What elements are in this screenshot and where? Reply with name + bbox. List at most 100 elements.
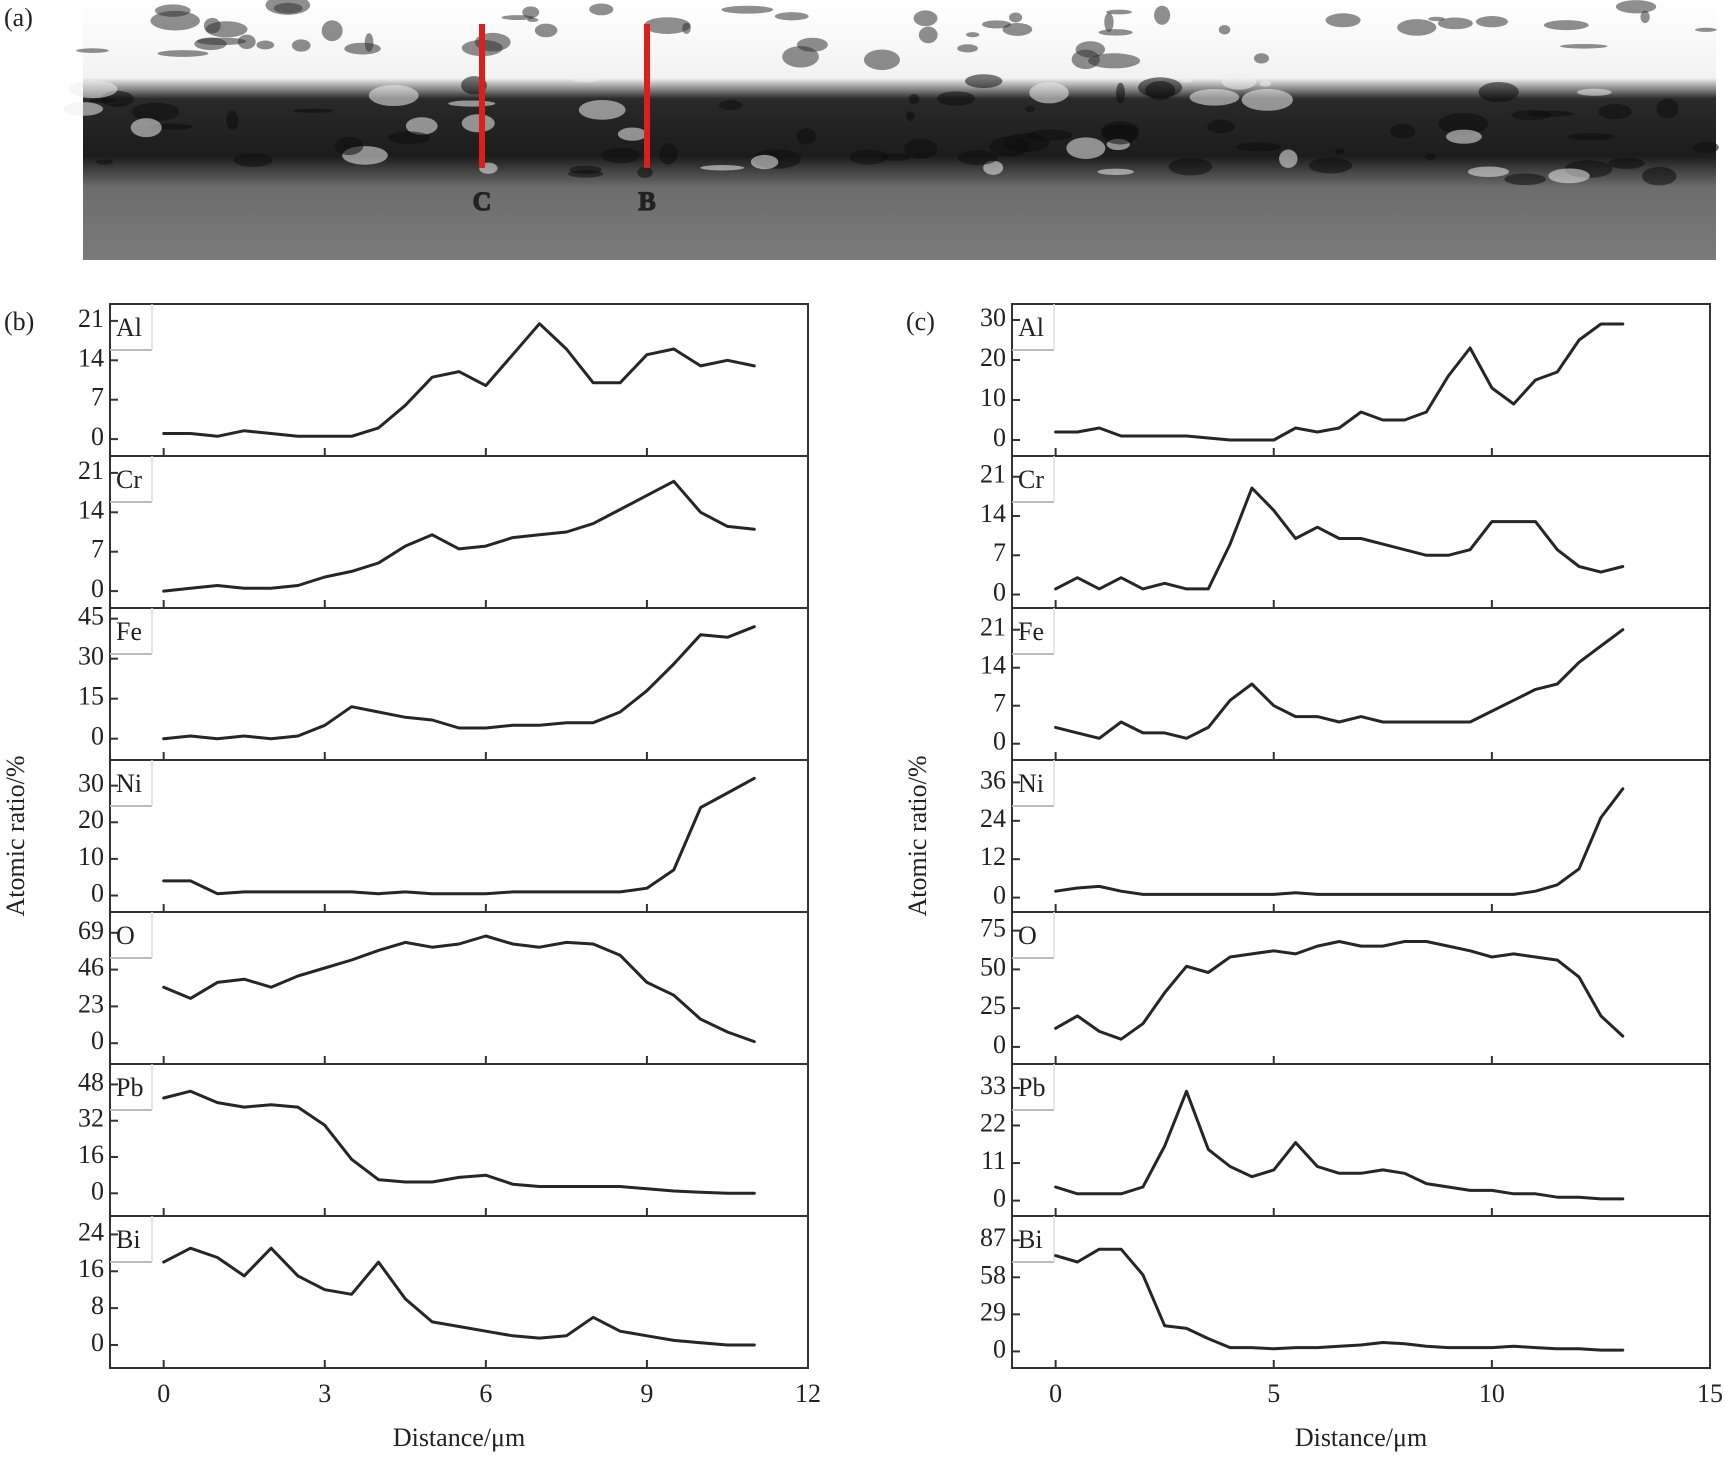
texture bbox=[233, 153, 273, 167]
x-tick-label: 10 bbox=[1479, 1379, 1505, 1408]
texture bbox=[578, 100, 626, 120]
profile-line bbox=[1054, 1089, 1625, 1201]
texture bbox=[1236, 142, 1282, 152]
y-tick-label: 22 bbox=[980, 1108, 1006, 1137]
texture bbox=[1088, 53, 1141, 69]
y-tick-label: 0 bbox=[91, 574, 104, 603]
y-tick-label: 14 bbox=[78, 495, 104, 524]
texture bbox=[1259, 80, 1272, 87]
y-tick-label: 20 bbox=[78, 805, 104, 834]
texture bbox=[1154, 5, 1171, 25]
texture bbox=[1066, 137, 1106, 160]
y-tick-label: 29 bbox=[980, 1297, 1006, 1326]
y-tick-label: 0 bbox=[91, 878, 104, 907]
texture bbox=[1029, 82, 1069, 104]
texture bbox=[659, 143, 678, 165]
element-label: Al bbox=[1018, 313, 1044, 342]
element-label: O bbox=[116, 921, 135, 950]
texture bbox=[1145, 81, 1176, 100]
texture bbox=[321, 20, 343, 42]
element-label: Ni bbox=[1018, 769, 1044, 798]
y-tick-label: 30 bbox=[78, 642, 104, 671]
subplot-frame bbox=[1011, 607, 1711, 761]
texture bbox=[1097, 168, 1134, 176]
element-label: Pb bbox=[1018, 1073, 1045, 1102]
y-tick-label: 50 bbox=[980, 952, 1006, 981]
texture bbox=[1253, 53, 1270, 64]
element-label: Cr bbox=[116, 465, 142, 494]
profile-line bbox=[162, 479, 756, 593]
panel-label: (c) bbox=[906, 307, 935, 336]
texture bbox=[918, 26, 938, 44]
texture bbox=[1656, 98, 1679, 119]
x-tick-label: 15 bbox=[1697, 1379, 1723, 1408]
texture bbox=[1567, 133, 1615, 141]
y-tick-label: 0 bbox=[993, 1030, 1006, 1059]
y-tick-label: 11 bbox=[981, 1146, 1006, 1175]
texture bbox=[68, 80, 118, 99]
texture bbox=[368, 84, 419, 107]
texture bbox=[387, 131, 431, 145]
y-tick-label: 0 bbox=[993, 881, 1006, 910]
x-tick-label: 0 bbox=[157, 1379, 170, 1408]
y-tick-label: 30 bbox=[980, 303, 1006, 332]
texture bbox=[405, 117, 438, 135]
texture bbox=[981, 20, 1012, 29]
y-tick-label: 10 bbox=[980, 383, 1006, 412]
texture bbox=[601, 147, 640, 164]
element-label: Pb bbox=[116, 1073, 143, 1102]
texture bbox=[904, 138, 938, 160]
texture bbox=[1560, 43, 1608, 49]
y-tick-label: 7 bbox=[993, 689, 1006, 718]
texture bbox=[291, 39, 311, 52]
texture bbox=[1438, 113, 1489, 135]
texture bbox=[334, 136, 364, 156]
texture bbox=[782, 45, 819, 68]
texture bbox=[682, 22, 691, 34]
y-tick-label: 14 bbox=[980, 499, 1006, 528]
y-tick-label: 0 bbox=[91, 1026, 104, 1055]
texture bbox=[522, 6, 540, 19]
y-tick-label: 7 bbox=[993, 538, 1006, 567]
texture bbox=[157, 50, 209, 57]
texture bbox=[589, 3, 614, 16]
texture bbox=[1390, 123, 1416, 139]
texture bbox=[965, 74, 1003, 89]
texture bbox=[908, 94, 920, 105]
y-tick-label: 0 bbox=[993, 1334, 1006, 1363]
texture bbox=[567, 170, 604, 178]
y-tick-label: 16 bbox=[78, 1254, 104, 1283]
texture bbox=[1478, 82, 1519, 103]
texture bbox=[1446, 129, 1482, 144]
profile-line bbox=[162, 776, 756, 896]
subplot-frame bbox=[109, 303, 809, 457]
texture bbox=[637, 166, 653, 179]
texture bbox=[1424, 153, 1436, 161]
y-tick-label: 14 bbox=[980, 651, 1006, 680]
y-tick-label: 33 bbox=[980, 1071, 1006, 1100]
profile-line bbox=[162, 1089, 756, 1195]
texture bbox=[1104, 12, 1114, 32]
marker-label: C bbox=[473, 187, 492, 216]
texture bbox=[863, 49, 900, 71]
texture bbox=[88, 98, 116, 103]
texture bbox=[1002, 22, 1033, 36]
y-tick-label: 87 bbox=[980, 1223, 1006, 1252]
texture bbox=[1116, 82, 1125, 104]
texture bbox=[273, 2, 303, 14]
y-tick-label: 32 bbox=[78, 1104, 104, 1133]
y-tick-label: 46 bbox=[78, 953, 104, 982]
texture bbox=[76, 48, 109, 53]
texture bbox=[131, 102, 180, 121]
texture bbox=[1308, 157, 1353, 174]
texture bbox=[1640, 10, 1650, 24]
y-tick-label: 10 bbox=[78, 842, 104, 871]
marker-label: B bbox=[638, 187, 655, 216]
texture bbox=[237, 34, 256, 50]
texture bbox=[292, 108, 335, 113]
texture bbox=[1504, 173, 1546, 186]
y-tick-label: 16 bbox=[78, 1140, 104, 1169]
y-axis-label: Atomic ratio/% bbox=[903, 755, 932, 916]
profile-line bbox=[1054, 322, 1625, 442]
